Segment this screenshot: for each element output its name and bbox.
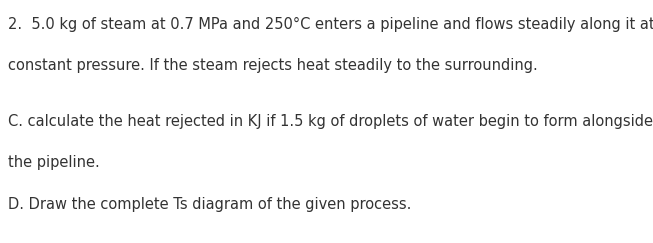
Text: C. calculate the heat rejected in KJ if 1.5 kg of droplets of water begin to for: C. calculate the heat rejected in KJ if …: [8, 114, 653, 129]
Text: constant pressure. If the steam rejects heat steadily to the surrounding.: constant pressure. If the steam rejects …: [8, 58, 537, 73]
Text: D. Draw the complete Ts diagram of the given process.: D. Draw the complete Ts diagram of the g…: [8, 197, 411, 212]
Text: the pipeline.: the pipeline.: [8, 155, 100, 170]
Text: 2.  5.0 kg of steam at 0.7 MPa and 250°C enters a pipeline and flows steadily al: 2. 5.0 kg of steam at 0.7 MPa and 250°C …: [8, 17, 653, 32]
